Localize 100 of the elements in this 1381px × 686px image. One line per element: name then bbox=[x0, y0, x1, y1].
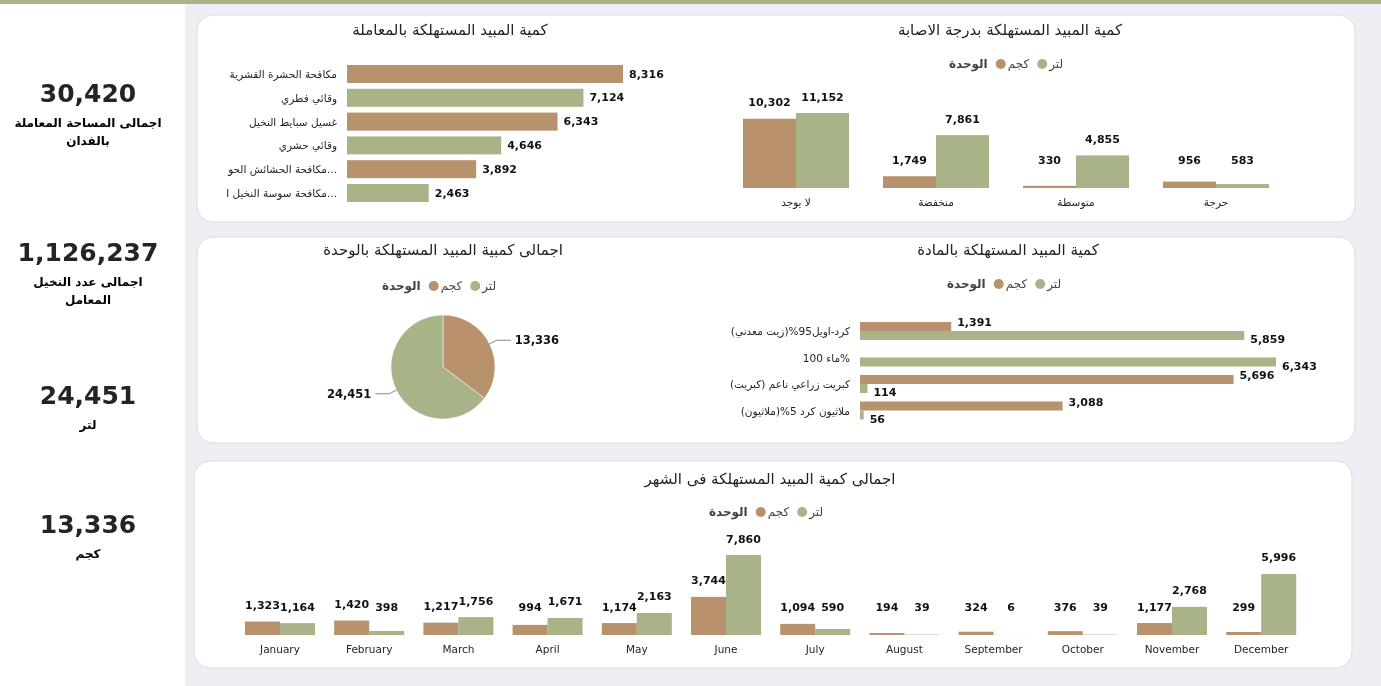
legend-title: الوحدة bbox=[946, 277, 986, 292]
data-label: 30,420 bbox=[39, 78, 137, 108]
bar bbox=[743, 118, 796, 188]
y-tick-label: وقائي حشري bbox=[278, 139, 337, 153]
category-label: لتر bbox=[78, 418, 97, 432]
y-tick-label: مكافحة سوسة النخيل ا... bbox=[226, 187, 337, 200]
x-tick-label: June bbox=[713, 643, 738, 655]
data-label: 6,343 bbox=[1282, 359, 1317, 373]
x-tick-label: May bbox=[625, 643, 648, 655]
data-label: 24,451 bbox=[326, 386, 372, 401]
x-tick-label: متوسطة bbox=[1057, 196, 1095, 209]
data-label: 13,336 bbox=[514, 333, 560, 348]
y-tick-label: ملاثيون كرد 5%(ملاثيون) bbox=[740, 404, 850, 418]
data-label: 7,860 bbox=[726, 532, 762, 546]
data-label: 114 bbox=[873, 386, 897, 399]
data-label: 7,861 bbox=[945, 112, 980, 126]
y-tick-label: مكافحة الحشرة القشرية bbox=[229, 68, 337, 81]
bar bbox=[1137, 623, 1172, 635]
y-tick-label: مكافحة الحشائش الحو... bbox=[227, 163, 337, 177]
x-tick-label: March bbox=[442, 643, 475, 655]
y-tick-label: غسيل سبايط النخيل bbox=[249, 115, 338, 128]
x-tick-label: December bbox=[1233, 643, 1290, 655]
data-label: 1,164 bbox=[280, 600, 316, 614]
data-label: 1,217 bbox=[423, 600, 459, 614]
legend-title: الوحدة bbox=[948, 57, 988, 72]
x-tick-label: October bbox=[1061, 643, 1105, 655]
chart-title: كمية المبيد المستهلكة بالمعاملة bbox=[352, 21, 549, 39]
category-label: اجمالى المساحة المعاملة بالفدان bbox=[14, 116, 162, 148]
bar bbox=[726, 555, 761, 635]
legend-label: لتر bbox=[1048, 57, 1064, 72]
bar bbox=[691, 596, 726, 635]
y-tick-label: كبريت زراعي ناعم (كبريت) bbox=[729, 378, 850, 391]
bar bbox=[280, 623, 315, 635]
chart-title: كمية المبيد المستهلكة بدرجة الاصابة bbox=[897, 21, 1123, 39]
bar bbox=[1226, 631, 1262, 635]
x-tick-label: July bbox=[804, 643, 825, 655]
data-label: 1,671 bbox=[547, 595, 583, 609]
bar bbox=[860, 322, 952, 331]
data-label: 5,859 bbox=[1250, 333, 1286, 346]
data-label: 583 bbox=[1231, 153, 1254, 167]
category-label: كجم bbox=[75, 547, 101, 561]
data-label: 956 bbox=[1178, 153, 1202, 167]
data-label: 1,391 bbox=[957, 316, 993, 329]
bar bbox=[347, 112, 558, 131]
data-label: 1,420 bbox=[334, 598, 370, 612]
data-label: 13,336 bbox=[39, 509, 137, 539]
bar bbox=[815, 629, 851, 635]
bar bbox=[883, 176, 936, 188]
data-label: 3,744 bbox=[691, 574, 727, 588]
bar bbox=[860, 331, 1245, 340]
category-label: اجمالى عدد النخيل المعامل bbox=[33, 275, 143, 307]
bar bbox=[347, 88, 584, 107]
data-label: 1,126,237 bbox=[17, 237, 159, 267]
bar bbox=[245, 621, 280, 635]
data-label: 1,177 bbox=[1137, 600, 1172, 614]
data-label: 1,756 bbox=[458, 594, 494, 608]
bar bbox=[1216, 184, 1269, 188]
bar bbox=[1172, 606, 1207, 635]
y-tick-label: وقائي فطري bbox=[281, 91, 337, 105]
bar bbox=[347, 136, 502, 155]
data-label: 39 bbox=[914, 600, 930, 614]
x-tick-label: منخفضة bbox=[918, 196, 954, 208]
data-label: 6 bbox=[1007, 600, 1016, 614]
legend-title: الوحدة bbox=[708, 505, 748, 520]
bar bbox=[958, 631, 994, 635]
legend-label: كجم bbox=[1005, 277, 1028, 291]
data-label: 11,152 bbox=[801, 90, 844, 104]
bar bbox=[334, 620, 370, 635]
bar bbox=[347, 184, 429, 202]
data-label: 324 bbox=[964, 600, 988, 614]
data-label: 994 bbox=[518, 600, 542, 614]
y-tick-label: كرد-اويل95%(زيت معدني) bbox=[730, 325, 850, 338]
data-label: 330 bbox=[1038, 153, 1062, 167]
bar bbox=[636, 612, 672, 635]
bar bbox=[860, 384, 868, 393]
legend-label: كجم bbox=[440, 279, 463, 293]
data-label: 5,996 bbox=[1261, 551, 1297, 565]
bar bbox=[1047, 631, 1083, 635]
legend-label: لتر bbox=[481, 279, 497, 294]
data-label: 5,696 bbox=[1239, 369, 1275, 382]
x-tick-label: April bbox=[535, 643, 560, 655]
legend-label: لتر bbox=[808, 505, 824, 520]
bar bbox=[1023, 185, 1076, 188]
legend-label: كجم bbox=[1007, 57, 1030, 71]
bar bbox=[860, 357, 1276, 367]
chart-title: اجمالى كمبية المبيد المستهلكة بالوحدة bbox=[323, 241, 563, 259]
data-label: 8,316 bbox=[629, 67, 665, 81]
data-label: 2,163 bbox=[636, 590, 672, 604]
legend-label: كجم bbox=[767, 505, 790, 519]
data-label: 1,323 bbox=[245, 599, 280, 613]
bar bbox=[369, 630, 405, 635]
data-label: 1,749 bbox=[892, 153, 927, 167]
x-tick-label: September bbox=[964, 643, 1024, 655]
data-label: 4,855 bbox=[1085, 132, 1120, 146]
data-label: 398 bbox=[375, 600, 399, 614]
data-label: 3,892 bbox=[482, 162, 517, 176]
data-label: 3,088 bbox=[1068, 395, 1104, 409]
x-tick-label: لا يوجد bbox=[781, 196, 811, 209]
data-label: 2,768 bbox=[1172, 584, 1207, 598]
x-tick-label: حرجة bbox=[1203, 196, 1229, 209]
